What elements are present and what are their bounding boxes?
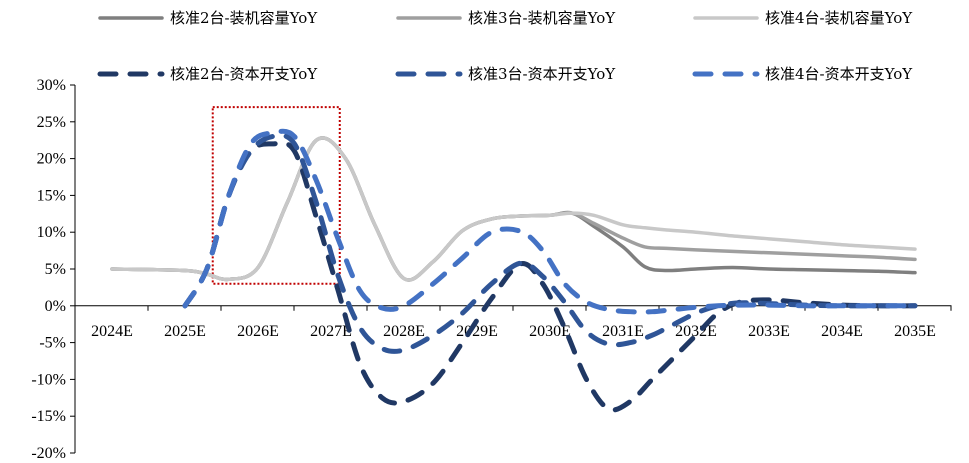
series-line-6 [182,128,918,315]
highlight-box [211,106,341,285]
x-tick-label: 2028E [383,323,425,340]
legend-label: 核准4台-资本开支YoY [765,65,913,83]
y-tick-label: 0% [45,298,66,315]
x-tick-label: 2032E [675,323,717,340]
x-tick-label: 2026E [237,323,279,340]
x-tick-label: 2027E [310,323,352,340]
x-tick-label: 2031E [602,323,644,340]
y-tick-label: 5% [45,261,66,278]
x-tick-label: 2030E [529,323,571,340]
legend-label: 核准4台-装机容量YoY [765,9,913,27]
x-axis: 2024E 2025E 2026E 2027E 2028E 2029E 2030E 2031E… [74,305,952,340]
y-tick-label: -10% [31,371,66,388]
series-line-2 [110,136,917,282]
x-tick-label: 2033E [748,323,790,340]
y-tick-label: 30% [37,77,66,94]
x-tick-label: 2025E [164,323,206,340]
y-axis: 30% 25% 20% 15% 10% 5% 0% -5% -10% -15% -20% [31,77,76,462]
y-tick-label: 25% [37,114,66,131]
y-tick-label: -20% [31,445,66,462]
x-tick-label: 2035E [894,323,936,340]
y-tick-label: 20% [37,151,66,168]
y-tick-label: 15% [37,187,66,204]
legend-label: 核准3台-装机容量YoY [468,9,616,27]
y-tick-label: -5% [39,335,66,352]
y-tick-label: -15% [31,408,66,425]
series-group [110,128,918,413]
x-tick-label: 2029E [456,323,498,340]
highlight-box-group [211,106,341,285]
legend-label: 核准3台-资本开支YoY [468,65,616,83]
x-tick-label: 2024E [91,323,133,340]
y-tick-label: 10% [37,224,66,241]
series-line-3 [110,136,917,282]
legend: 核准2台-装机容量YoY 核准3台-装机容量YoY 核准4台-装机容量YoY 核准2台… [97,9,913,83]
legend-label: 核准2台-资本开支YoY [170,65,318,83]
legend-label: 核准2台-装机容量YoY [170,9,318,27]
x-tick-label: 2034E [821,323,863,340]
series-line-1 [110,136,917,282]
